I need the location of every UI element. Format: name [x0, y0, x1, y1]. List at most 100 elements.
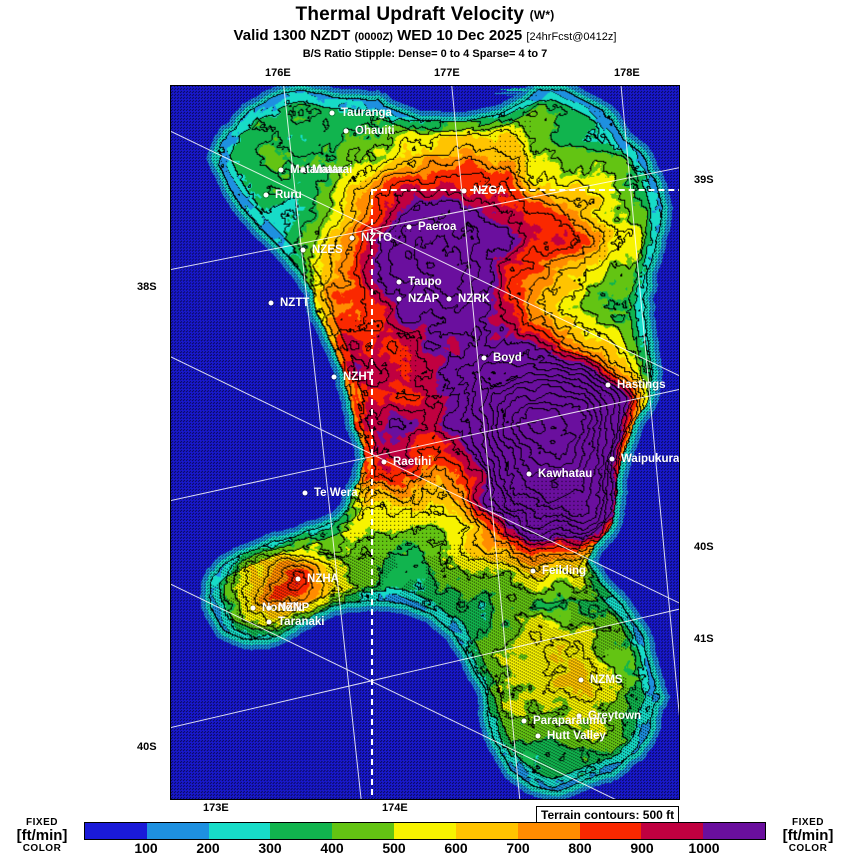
city-label-paraparaumu: Paraparaumu: [533, 715, 607, 727]
city-marker-taupo[interactable]: [396, 279, 402, 285]
city-marker-nzes[interactable]: [300, 247, 306, 253]
city-label-te_wera: Te Wera: [314, 487, 358, 499]
city-marker-matarai[interactable]: [300, 167, 306, 173]
colorbar-tick-100: 100: [134, 840, 158, 856]
colorbar-tick-600: 600: [444, 840, 468, 856]
forecast-tag: [24hrFcst@0412z]: [526, 31, 617, 43]
city-marker-kawhatau[interactable]: [526, 471, 532, 477]
city-marker-te_wera[interactable]: [302, 490, 308, 496]
colorbar-swatch-6: [455, 823, 518, 839]
colorbar-tick-900: 900: [630, 840, 654, 856]
colorbar-fixed-label-left: FIXED: [26, 817, 58, 828]
city-label-greytown: Greytown: [588, 710, 642, 722]
colorbar-tick-300: 300: [258, 840, 282, 856]
city-label-nzrk: NZRK: [458, 293, 490, 305]
colorbar-tick-500: 500: [382, 840, 406, 856]
lat-label-right-40S: 40S: [694, 541, 714, 553]
colorbar-swatch-3: [270, 823, 333, 839]
stipple-note: B/S Ratio Stipple: Dense= 0 to 4 Sparse=…: [302, 48, 548, 60]
lat-label-left-38S: 38S: [137, 281, 157, 293]
lon-label-174E: 174E: [382, 802, 408, 814]
city-label-hastings: Hastings: [617, 379, 666, 391]
city-label-raetihi: Raetihi: [393, 456, 432, 468]
city-marker-matamata[interactable]: [278, 167, 284, 173]
lat-label-right-41S: 41S: [694, 633, 714, 645]
colorbar[interactable]: [84, 822, 766, 840]
colorbar-tick-800: 800: [568, 840, 592, 856]
city-label-matarai: Matarai: [312, 164, 353, 176]
city-label-nzms: NZMS: [590, 674, 623, 686]
colorbar-swatch-9: [641, 823, 704, 839]
city-marker-greytown[interactable]: [576, 713, 582, 719]
colorbar-swatch-1: [146, 823, 209, 839]
colorbar-unit-label-left: [ft/min]: [16, 827, 68, 844]
page-title-superscript: (W*): [529, 8, 555, 22]
colorbar-tick-labels: 100 200 300 400 500 600 700 800 900 1000: [84, 840, 766, 858]
page-title-text: Thermal Updraft Velocity: [295, 4, 525, 25]
city-marker-tauranga[interactable]: [329, 110, 335, 116]
colorbar-color-label-left: COLOR: [22, 843, 62, 854]
city-marker-boyd[interactable]: [481, 355, 487, 361]
city-marker-nzto[interactable]: [349, 235, 355, 241]
city-label-nztt: NZTT: [280, 297, 310, 309]
city-marker-nzms[interactable]: [578, 677, 584, 683]
city-label-nzht: NZHT: [343, 371, 374, 383]
colorbar-swatch-7: [517, 823, 580, 839]
city-label-kawhatau: Kawhatau: [538, 468, 593, 480]
colorbar-unit-right: FIXED [ft/min] COLOR: [766, 817, 850, 855]
thermal-updraft-raster: [171, 86, 679, 799]
page-title: Thermal Updraft Velocity (W*): [0, 0, 850, 26]
city-marker-nzha[interactable]: [295, 576, 301, 582]
city-marker-nzht[interactable]: [331, 374, 337, 380]
valid-time-line: Valid 1300 NZDT (0000Z) WED 10 Dec 2025 …: [0, 26, 850, 47]
colorbar-tick-700: 700: [506, 840, 530, 856]
colorbar-tick-1000: 1000: [688, 840, 720, 856]
city-marker-nztt[interactable]: [268, 300, 274, 306]
city-label-ohauiti: Ohauiti: [355, 125, 395, 137]
city-label-ruru: Ruru: [275, 189, 302, 201]
city-label-matamata: Matamata: [290, 164, 344, 176]
city-marker-nzrk[interactable]: [446, 296, 452, 302]
colorbar-unit-label-right: [ft/min]: [782, 827, 834, 844]
city-marker-paeroa[interactable]: [406, 224, 412, 230]
city-marker-raetihi[interactable]: [381, 459, 387, 465]
city-label-tauranga: Tauranga: [341, 107, 392, 119]
city-label-boyd: Boyd: [493, 352, 522, 364]
city-marker-taranaki[interactable]: [266, 619, 272, 625]
forecast-map[interactable]: Tauranga Ohauiti Matamata Matarai Ruru NZTO NZ…: [170, 85, 680, 800]
city-label-norfolk: Norfolk: [262, 602, 303, 614]
city-marker-feilding[interactable]: [530, 568, 536, 574]
city-marker-paraparaumu[interactable]: [521, 718, 527, 724]
valid-time-prefix: Valid 1300 NZDT: [233, 27, 351, 44]
city-marker-hutt_valley[interactable]: [535, 733, 541, 739]
city-label-nzes: NZES: [312, 244, 343, 256]
colorbar-swatch-8: [579, 823, 642, 839]
colorbar-tick-200: 200: [196, 840, 220, 856]
lon-label-178E: 178E: [614, 67, 640, 79]
city-label-waipukurau: Waipukurau: [621, 453, 680, 465]
city-label-taupo: Taupo: [408, 276, 442, 288]
city-marker-nznp[interactable]: [266, 605, 272, 611]
city-marker-hastings[interactable]: [605, 382, 611, 388]
city-label-paeroa: Paeroa: [418, 221, 457, 233]
lon-label-176E: 176E: [265, 67, 291, 79]
city-label-nzga: NZGA: [473, 185, 506, 197]
colorbar-unit-left: FIXED [ft/min] COLOR: [0, 817, 84, 855]
city-marker-nzap[interactable]: [396, 296, 402, 302]
title-block: Thermal Updraft Velocity (W*) Valid 1300…: [0, 0, 850, 62]
colorbar-swatch-4: [332, 823, 395, 839]
colorbar-tick-400: 400: [320, 840, 344, 856]
city-marker-norfolk[interactable]: [250, 605, 256, 611]
city-label-nznp: NZNP: [278, 602, 310, 614]
colorbar-fixed-label-right: FIXED: [792, 817, 824, 828]
city-label-nzha: NZHA: [307, 573, 339, 585]
city-marker-nzga[interactable]: [461, 188, 467, 194]
city-marker-ruru[interactable]: [263, 192, 269, 198]
lat-label-right-39S: 39S: [694, 174, 714, 186]
city-label-hutt_valley: Hutt Valley: [547, 730, 606, 742]
city-label-nzap: NZAP: [408, 293, 440, 305]
city-marker-waipukurau[interactable]: [609, 456, 615, 462]
colorbar-swatch-10: [703, 823, 765, 839]
colorbar-swatch-5: [394, 823, 456, 839]
city-marker-ohauiti[interactable]: [343, 128, 349, 134]
